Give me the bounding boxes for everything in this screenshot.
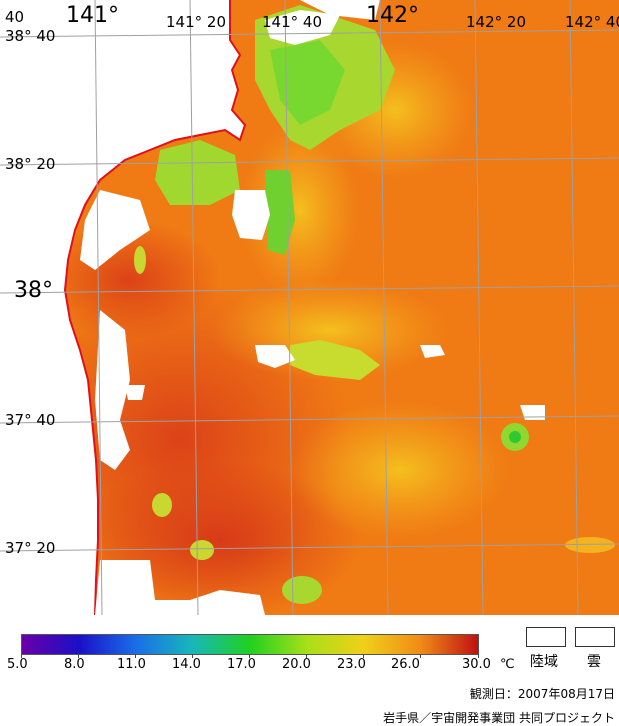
cloud-area bbox=[232, 190, 270, 240]
cool-water-region bbox=[240, 120, 360, 300]
land-legend-swatch bbox=[526, 627, 566, 647]
scale-tick-mark bbox=[306, 654, 307, 658]
longitude-label: 141° 20 bbox=[166, 13, 226, 31]
longitude-label: 141° 40 bbox=[262, 13, 322, 31]
observation-date: 観測日：2007年08月17日 bbox=[469, 687, 615, 701]
scale-tick-mark bbox=[249, 654, 250, 658]
cloud-area bbox=[520, 405, 545, 420]
cloud-area bbox=[255, 345, 295, 368]
scale-tick-label: 30.0 bbox=[462, 657, 491, 672]
scale-tick-label: 11.0 bbox=[117, 657, 146, 672]
cool-water-region bbox=[509, 431, 521, 443]
scale-tick-mark bbox=[192, 654, 193, 658]
temperature-color-scale bbox=[21, 634, 479, 655]
cloud-area bbox=[420, 345, 445, 358]
cool-water-region bbox=[134, 246, 146, 274]
latitude-label: 38° bbox=[14, 278, 53, 303]
cloud-area bbox=[95, 560, 265, 615]
scale-tick-label: 20.0 bbox=[282, 657, 311, 672]
coastline bbox=[63, 0, 247, 615]
latitude-label: 37° 40 bbox=[5, 411, 56, 429]
cloud-area bbox=[300, 0, 380, 20]
scale-tick-mark bbox=[363, 654, 364, 658]
cool-water-region bbox=[290, 400, 510, 540]
cool-water-region bbox=[190, 540, 214, 560]
scale-tick-label: 26.0 bbox=[391, 657, 420, 672]
longitude-label: 40 bbox=[5, 8, 25, 26]
longitude-label: 142° bbox=[366, 3, 419, 28]
cloud-legend-swatch bbox=[575, 627, 615, 647]
latitude-label: 38° 40 bbox=[5, 27, 56, 45]
latitude-label: 38° 20 bbox=[5, 155, 56, 173]
sea-surface-temperature-map bbox=[0, 0, 619, 615]
cloud-area bbox=[265, 10, 340, 45]
cool-water-region bbox=[155, 140, 240, 205]
scale-tick-mark bbox=[135, 654, 136, 658]
project-credit: 岩手県／宇宙開発事業団 共同プロジェクト bbox=[383, 711, 615, 725]
cloud-area bbox=[95, 310, 130, 470]
scale-tick-mark bbox=[420, 654, 421, 658]
cool-water-region bbox=[270, 40, 345, 125]
cloud-legend-label: 雲 bbox=[587, 654, 601, 670]
scale-tick-label: 17.0 bbox=[227, 657, 256, 672]
scale-tick-label: 23.0 bbox=[337, 657, 366, 672]
cool-water-region bbox=[290, 340, 380, 380]
cool-water-region bbox=[282, 576, 322, 604]
scale-tick-mark bbox=[478, 654, 479, 658]
scale-tick-label: 8.0 bbox=[64, 657, 85, 672]
cloud-area bbox=[125, 385, 145, 400]
land-area bbox=[0, 0, 245, 615]
scale-tick-label: 14.0 bbox=[172, 657, 201, 672]
cool-water-region bbox=[152, 493, 172, 517]
longitude-label: 141° bbox=[66, 3, 119, 28]
graticule bbox=[0, 0, 619, 615]
land-legend-label: 陸域 bbox=[530, 654, 558, 670]
longitude-label: 142° 40 bbox=[565, 13, 619, 31]
scale-tick-mark bbox=[21, 654, 22, 658]
scale-unit-label: ℃ bbox=[500, 657, 515, 672]
scale-tick-label: 5.0 bbox=[7, 657, 28, 672]
scale-tick-mark bbox=[78, 654, 79, 658]
latitude-label: 37° 20 bbox=[5, 539, 56, 557]
longitude-label: 142° 20 bbox=[466, 13, 526, 31]
